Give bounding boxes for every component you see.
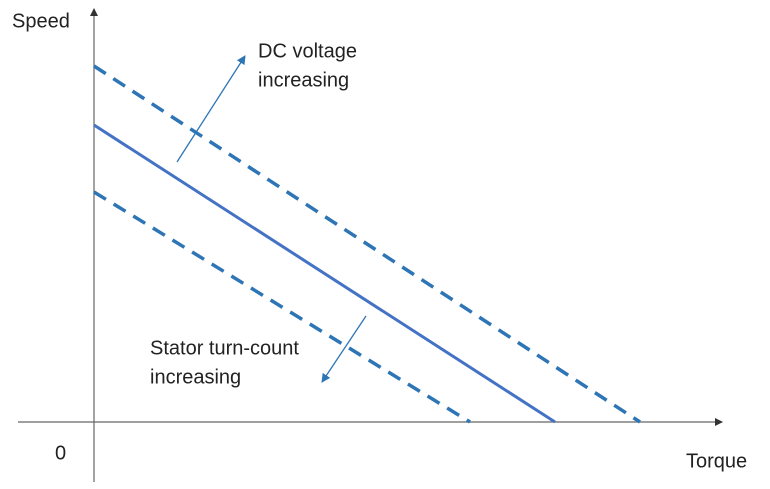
annotation-line: increasing bbox=[258, 69, 349, 91]
annotation-line: DC voltage bbox=[258, 40, 357, 62]
nominal-line bbox=[93, 123, 556, 424]
upper-dashed-line bbox=[93, 64, 641, 424]
turn-count-arrow bbox=[321, 315, 367, 383]
annotation-line: increasing bbox=[150, 366, 241, 388]
origin-label: 0 bbox=[55, 442, 66, 464]
annotation-line: Stator turn-count bbox=[150, 337, 299, 359]
y-axis-label: Speed bbox=[12, 10, 70, 32]
lower-dashed-line bbox=[93, 190, 471, 424]
dc-voltage-arrow bbox=[176, 55, 246, 163]
x-axis-label: Torque bbox=[686, 450, 747, 472]
